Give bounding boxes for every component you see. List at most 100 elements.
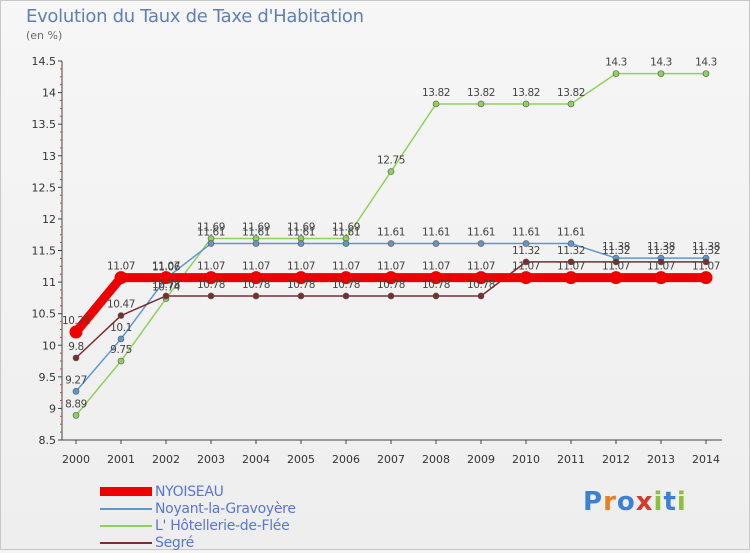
data-label-3: 10.78 xyxy=(152,279,180,291)
data-point-1 xyxy=(117,335,125,343)
data-point-3 xyxy=(252,292,260,300)
data-point-2 xyxy=(477,100,485,108)
data-label-1: 11.61 xyxy=(197,227,225,239)
data-label-1: 11.61 xyxy=(242,227,270,239)
x-tick-label: 2013 xyxy=(647,453,675,466)
data-label-3: 11.32 xyxy=(692,245,720,257)
data-point-3 xyxy=(657,258,665,266)
data-point-2 xyxy=(387,168,395,175)
data-label-3: 10.78 xyxy=(197,279,225,291)
data-point-1 xyxy=(252,240,260,247)
data-point-0 xyxy=(519,271,533,285)
data-point-0 xyxy=(294,271,308,285)
proxiti-logo: Proxiti xyxy=(583,487,687,517)
data-point-0 xyxy=(69,325,83,339)
data-label-0: 11.07 xyxy=(242,261,270,273)
data-point-0 xyxy=(249,271,263,285)
chart-unit-label: (en %) xyxy=(26,29,63,42)
logo-letter: i xyxy=(653,487,664,517)
data-point-3 xyxy=(432,292,440,300)
x-tick-label: 2014 xyxy=(692,453,720,466)
data-point-0 xyxy=(429,271,443,285)
data-point-1 xyxy=(297,240,305,247)
data-point-0 xyxy=(159,271,173,285)
legend-swatch-noyant xyxy=(100,508,152,510)
data-point-3 xyxy=(117,312,125,319)
data-label-0: 11.07 xyxy=(377,261,405,273)
data-point-3 xyxy=(567,258,575,266)
y-tick-label: 14 xyxy=(42,87,56,100)
data-label-0: 11.07 xyxy=(512,261,540,273)
x-tick-label: 2010 xyxy=(512,453,540,466)
x-tick-label: 2005 xyxy=(287,453,315,466)
logo-letter: o xyxy=(616,487,636,517)
data-label-3: 11.32 xyxy=(647,245,675,257)
data-point-1 xyxy=(477,240,485,247)
data-point-0 xyxy=(564,271,578,285)
data-label-1: 11.38 xyxy=(692,241,720,253)
data-point-2 xyxy=(612,70,620,77)
data-label-3: 9.8 xyxy=(68,341,84,353)
data-label-1: 9.27 xyxy=(65,374,87,386)
data-label-1: 11.61 xyxy=(422,227,450,239)
data-label-3: 10.78 xyxy=(422,279,450,291)
data-label-3: 11.32 xyxy=(602,245,630,257)
data-label-3: 10.78 xyxy=(467,279,495,291)
data-label-0: 11.07 xyxy=(107,261,135,273)
data-point-2 xyxy=(432,100,440,108)
logo-letter: x xyxy=(635,487,654,517)
data-point-1 xyxy=(522,240,530,247)
y-tick-label: 8.5 xyxy=(39,434,57,447)
data-point-3 xyxy=(297,292,305,300)
x-tick-label: 2009 xyxy=(467,453,495,466)
data-label-2: 13.82 xyxy=(467,87,495,99)
data-point-2 xyxy=(702,70,710,77)
data-label-1: 11.61 xyxy=(377,227,405,239)
data-point-1 xyxy=(387,240,395,247)
data-label-2: 14.3 xyxy=(605,57,627,69)
y-tick-label: 12 xyxy=(42,213,56,226)
data-point-2 xyxy=(657,70,665,77)
legend-swatch-nyoiseau xyxy=(100,487,152,496)
y-tick-label: 9.5 xyxy=(39,371,57,384)
legend-swatch-segre xyxy=(100,542,152,544)
x-tick-label: 2012 xyxy=(602,453,630,466)
data-label-3: 10.78 xyxy=(377,279,405,291)
x-tick-label: 2000 xyxy=(62,453,90,466)
data-point-0 xyxy=(339,271,353,285)
data-label-1: 11.61 xyxy=(512,227,540,239)
data-label-0: 11.07 xyxy=(422,261,450,273)
data-label-1: 11.38 xyxy=(647,241,675,253)
data-label-3: 11.32 xyxy=(512,245,540,257)
data-point-0 xyxy=(474,271,488,285)
logo-letter: t xyxy=(663,487,677,517)
x-tick-label: 2007 xyxy=(377,453,405,466)
data-point-3 xyxy=(702,258,710,266)
data-point-0 xyxy=(609,271,623,285)
data-point-3 xyxy=(342,292,350,300)
data-label-1: 11.38 xyxy=(602,241,630,253)
y-tick-label: 13 xyxy=(42,150,56,163)
data-label-0: 11.07 xyxy=(152,261,180,273)
line-chart: 8.5 9 9.5 10 10.5 11 11.5 12 12.5 13 13.5 14 14.5 200… xyxy=(32,55,722,466)
legend-label-nyoiseau: NYOISEAU xyxy=(155,484,224,500)
data-label-1: 10.1 xyxy=(110,322,132,334)
data-point-0 xyxy=(384,271,398,285)
data-point-0 xyxy=(114,271,128,285)
data-point-1 xyxy=(432,240,440,247)
y-tick-label: 10 xyxy=(42,339,56,352)
data-label-2: 8.89 xyxy=(65,398,87,410)
data-point-1 xyxy=(567,240,575,247)
data-label-2: 14.3 xyxy=(695,57,717,69)
data-point-2 xyxy=(567,100,575,108)
x-tick-label: 2003 xyxy=(197,453,225,466)
data-label-0: 11.07 xyxy=(467,261,495,273)
data-label-0: 11.07 xyxy=(287,261,315,273)
data-label-3: 10.47 xyxy=(107,299,135,311)
data-label-0: 11.07 xyxy=(557,261,585,273)
data-label-2: 11.69 xyxy=(287,221,315,233)
legend-swatch-hotellerie xyxy=(100,525,152,527)
data-point-3 xyxy=(207,292,215,300)
data-label-2: 9.75 xyxy=(110,344,132,356)
data-label-0: 11.07 xyxy=(197,261,225,273)
